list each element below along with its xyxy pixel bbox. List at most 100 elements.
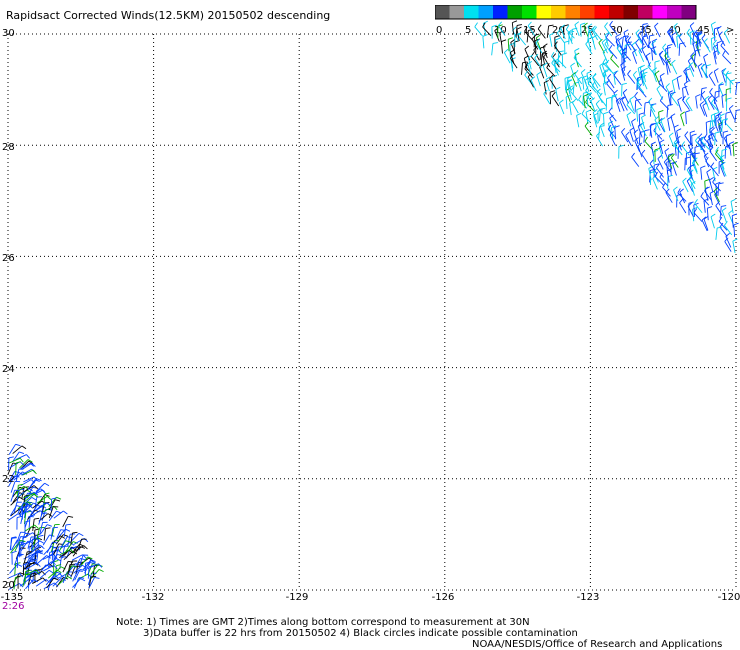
wind-barb-flag-397 xyxy=(636,107,642,110)
wind-barb-672 xyxy=(70,533,80,543)
wind-barb-124 xyxy=(572,83,575,96)
wind-barb-203 xyxy=(717,183,720,196)
wind-barb-506 xyxy=(670,116,675,128)
wind-barb-185 xyxy=(610,58,620,68)
wind-barb-flag-260 xyxy=(698,133,703,138)
wind-barb-267 xyxy=(652,41,656,54)
wind-barb-flag-70 xyxy=(510,39,515,43)
wind-barb-458 xyxy=(718,35,726,46)
wind-barb-flag-273 xyxy=(621,96,626,101)
wind-barb-117 xyxy=(523,58,528,71)
wind-barb-flag-566 xyxy=(27,459,33,463)
wind-barb-flag-85 xyxy=(715,181,721,185)
wind-barb-flag-388 xyxy=(666,58,671,62)
wind-barb-766 xyxy=(82,560,92,570)
wind-barb-flag-484 xyxy=(654,70,660,75)
wind-barb-74 xyxy=(642,37,649,49)
wind-barb-flag-152 xyxy=(693,202,699,206)
wind-barb-64 xyxy=(592,77,599,89)
wind-barb-flag-727 xyxy=(33,502,39,506)
wind-barb-565 xyxy=(23,476,35,483)
wind-barb-flag-653 xyxy=(34,524,39,529)
wind-barb-351 xyxy=(652,178,658,190)
wind-barb-flag-675 xyxy=(45,527,51,530)
wind-barb-482 xyxy=(677,99,682,112)
wind-barb-flag-367 xyxy=(665,188,670,193)
wind-barb-303 xyxy=(592,85,602,95)
wind-barb-773 xyxy=(88,577,95,589)
wind-barb-347 xyxy=(679,202,687,214)
wind-barb-flag-402 xyxy=(626,111,632,116)
wind-barb-437 xyxy=(689,150,697,162)
wind-barb-466 xyxy=(685,112,687,125)
wind-barb-flag-424 xyxy=(611,95,617,98)
wind-barb-flag-199 xyxy=(549,74,554,80)
wind-barb-273 xyxy=(621,99,628,111)
wind-barb-420 xyxy=(616,47,624,59)
wind-barb-flag-122 xyxy=(574,48,580,52)
wind-barb-288 xyxy=(708,136,714,148)
wind-barb-flag-360 xyxy=(638,47,643,52)
wind-barb-flag-391 xyxy=(663,158,668,163)
wind-barb-flag-735 xyxy=(44,482,50,487)
wind-barb-225 xyxy=(703,200,706,213)
wind-barb-309 xyxy=(704,98,710,111)
wind-barb-flag-764 xyxy=(72,531,78,534)
wind-barb-flag-284 xyxy=(680,111,685,116)
wind-barb-flag-762 xyxy=(52,541,58,544)
wind-barb-flag-710 xyxy=(65,540,71,543)
wind-barb-451 xyxy=(703,56,708,69)
wind-barb-553 xyxy=(42,534,50,546)
legend-swatch-5 xyxy=(507,5,523,19)
wind-barb-90 xyxy=(531,38,539,50)
wind-barb-190 xyxy=(721,70,726,83)
wind-barb-flag-745 xyxy=(98,563,103,568)
wind-barb-428 xyxy=(709,135,711,148)
wind-barb-flag-206 xyxy=(510,57,516,61)
wind-barb-flag-157 xyxy=(588,74,593,79)
wind-barb-flag-179 xyxy=(686,28,691,34)
wind-barb-flag-96 xyxy=(679,188,684,193)
wind-barb-453 xyxy=(682,181,689,193)
wind-barb-389 xyxy=(704,189,709,201)
wind-barb-flag-401 xyxy=(516,24,523,26)
wind-barb-flag-528 xyxy=(34,517,40,520)
wind-barb-flag-434 xyxy=(650,141,656,145)
wind-barb-442 xyxy=(667,92,671,105)
wind-barb-487 xyxy=(650,107,657,119)
wind-barb-flag-368 xyxy=(604,39,609,45)
wind-barb-630 xyxy=(8,471,16,483)
wind-barb-143 xyxy=(707,98,715,110)
legend-swatch-0 xyxy=(435,5,450,19)
wind-barb-flag-519 xyxy=(618,144,624,148)
wind-barb-272 xyxy=(676,139,683,151)
wind-barb-711 xyxy=(72,578,81,588)
wind-barb-flag-335 xyxy=(543,89,548,95)
wind-barb-flag-476 xyxy=(709,126,715,130)
wind-barb-61 xyxy=(728,108,735,120)
wind-barb-763 xyxy=(22,559,34,566)
wind-barb-394 xyxy=(649,124,652,137)
wind-barb-flag-692 xyxy=(67,572,72,577)
wind-barb-633 xyxy=(29,551,39,561)
wind-barb-455 xyxy=(610,127,614,140)
wind-barb-349 xyxy=(657,158,664,170)
wind-barb-511 xyxy=(627,40,636,51)
wind-barb-flag-272 xyxy=(676,135,681,140)
wind-barb-337 xyxy=(695,45,701,57)
wind-barb-flag-591 xyxy=(15,443,21,447)
wind-barb-334 xyxy=(711,102,720,113)
wind-barb-flag-767 xyxy=(16,461,22,464)
wind-barb-602 xyxy=(36,551,39,564)
wind-barb-112 xyxy=(658,112,660,125)
wind-barb-186 xyxy=(677,192,687,202)
wind-barb-365 xyxy=(584,80,590,93)
wind-barb-flag-584 xyxy=(87,556,93,560)
wind-barb-304 xyxy=(553,61,557,74)
wind-barb-flag-716 xyxy=(56,496,62,500)
wind-barb-382 xyxy=(721,95,724,108)
wind-barb-771 xyxy=(29,549,39,559)
wind-barb-341 xyxy=(602,83,606,96)
wind-barb-flag-485 xyxy=(678,145,684,148)
wind-barb-flag-427 xyxy=(703,215,709,220)
